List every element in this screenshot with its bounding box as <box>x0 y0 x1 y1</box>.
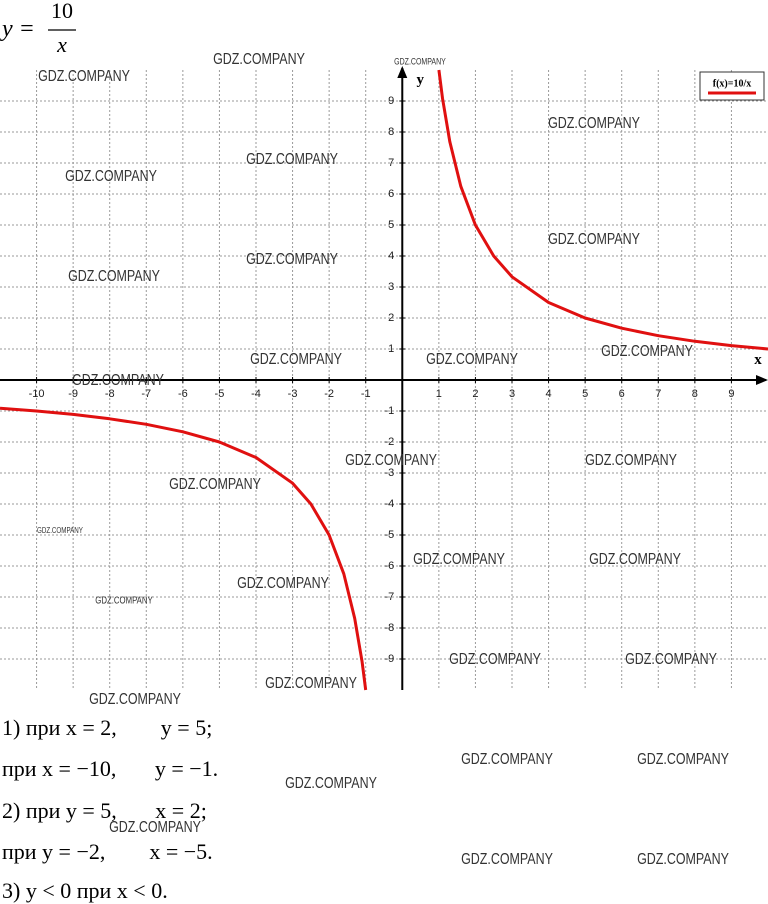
curve <box>0 69 768 691</box>
watermark: GDZ.COMPANY <box>394 57 446 67</box>
y-tick-label: 8 <box>388 126 394 138</box>
watermark: GDZ.COMPANY <box>461 751 553 769</box>
x-tick-label: -2 <box>324 388 334 400</box>
watermark: GDZ.COMPANY <box>246 151 338 169</box>
x-axis-arrow <box>756 375 768 385</box>
watermark: GDZ.COMPANY <box>625 651 717 669</box>
watermarks: GDZ.COMPANY GDZ.COMPANY GDZ.COMPANY GDZ.COM… <box>37 51 729 869</box>
formula-denominator: x <box>56 32 67 57</box>
watermark: GDZ.COMPANY <box>449 651 541 669</box>
watermark: GDZ.COMPANY <box>637 751 729 769</box>
x-tick-label: -6 <box>178 388 188 400</box>
watermark: GDZ.COMPANY <box>68 268 160 286</box>
x-tick-label: -1 <box>361 388 371 400</box>
x-tick-label: 4 <box>546 388 552 400</box>
answer-line: 3) y < 0 при x < 0. <box>2 878 168 903</box>
watermark: GDZ.COMPANY <box>246 251 338 269</box>
legend-label: f(x)=10/x <box>713 78 751 89</box>
y-tick-label: -8 <box>385 622 395 634</box>
x-tick-label: 7 <box>655 388 661 400</box>
x-tick-label: 8 <box>692 388 698 400</box>
watermark: GDZ.COMPANY <box>250 351 342 369</box>
y-tick-label: -2 <box>385 436 395 448</box>
y-tick-label: -7 <box>385 591 395 603</box>
graph: -10 -9 -8 -7 -6 -5 -4 -3 -2 -1 1 2 3 4 5 6 7 8 9 -9 -8 -7 -6 -5… <box>0 66 768 691</box>
y-tick-label: 9 <box>388 95 394 107</box>
x-tick-label: -9 <box>68 388 78 400</box>
watermark: GDZ.COMPANY <box>109 819 201 837</box>
x-tick-label: -5 <box>215 388 225 400</box>
watermark: GDZ.COMPANY <box>413 551 505 569</box>
answer-line: при x = −10, y = −1. <box>2 756 218 781</box>
answer-line: при y = −2, x = −5. <box>2 839 213 864</box>
formula-lhs: y = <box>0 16 35 42</box>
y-tick-label: 6 <box>388 188 394 200</box>
watermark: GDZ.COMPANY <box>285 775 377 793</box>
watermark: GDZ.COMPANY <box>345 452 437 470</box>
y-tick-label: 5 <box>388 219 394 231</box>
x-tick-label: 2 <box>472 388 478 400</box>
watermark: GDZ.COMPANY <box>601 343 693 361</box>
y-tick-label: 4 <box>388 250 394 262</box>
legend-box <box>699 71 765 101</box>
y-tick-label: -9 <box>385 653 395 665</box>
y-tick-label: -4 <box>385 498 395 510</box>
y-tick-label: -5 <box>385 529 395 541</box>
watermark: GDZ.COMPANY <box>213 51 305 69</box>
watermark: GDZ.COMPANY <box>585 452 677 470</box>
x-tick-label: 5 <box>582 388 588 400</box>
y-axis-label: y <box>417 72 425 88</box>
watermark: GDZ.COMPANY <box>589 551 681 569</box>
watermark: GDZ.COMPANY <box>37 526 83 535</box>
watermark: GDZ.COMPANY <box>548 231 640 249</box>
y-tick-label: -1 <box>385 405 395 417</box>
watermark: GDZ.COMPANY <box>237 575 329 593</box>
watermark: GDZ.COMPANY <box>426 351 518 369</box>
y-tick-label: -3 <box>385 467 395 479</box>
y-tick-label: 7 <box>388 157 394 169</box>
y-tick-label: 1 <box>388 343 394 355</box>
y-tick-label: -6 <box>385 560 395 572</box>
y-tick-label: 3 <box>388 281 394 293</box>
watermark: GDZ.COMPANY <box>265 675 357 693</box>
x-tick-label: 3 <box>509 388 515 400</box>
watermark: GDZ.COMPANY <box>72 372 164 390</box>
x-tick-label: 1 <box>436 388 442 400</box>
x-axis-label: x <box>754 352 762 368</box>
x-tick-label: -3 <box>288 388 298 400</box>
answer-line: 1) при x = 2, y = 5; <box>2 715 212 740</box>
watermark: GDZ.COMPANY <box>65 168 157 186</box>
watermark: GDZ.COMPANY <box>95 595 152 606</box>
x-tick-label: 6 <box>619 388 625 400</box>
watermark: GDZ.COMPANY <box>169 476 261 494</box>
watermark: GDZ.COMPANY <box>461 851 553 869</box>
x-tick-label: -10 <box>29 388 45 400</box>
watermark: GDZ.COMPANY <box>38 68 130 86</box>
x-tick-label: -8 <box>105 388 115 400</box>
x-tick-label: 9 <box>728 388 734 400</box>
x-tick-label: -7 <box>141 388 151 400</box>
x-tick-label: -4 <box>251 388 261 400</box>
y-tick-label: 2 <box>388 312 394 324</box>
formula-numerator: 10 <box>51 0 73 23</box>
answer-line: 2) при y = 5, x = 2; <box>2 798 207 823</box>
watermark: GDZ.COMPANY <box>637 851 729 869</box>
y-axis-arrow <box>397 66 408 78</box>
watermark: GDZ.COMPANY <box>89 691 181 709</box>
answers: 1) при x = 2, y = 5; при x = −10, y = −1.… <box>2 715 218 903</box>
watermark: GDZ.COMPANY <box>548 115 640 133</box>
